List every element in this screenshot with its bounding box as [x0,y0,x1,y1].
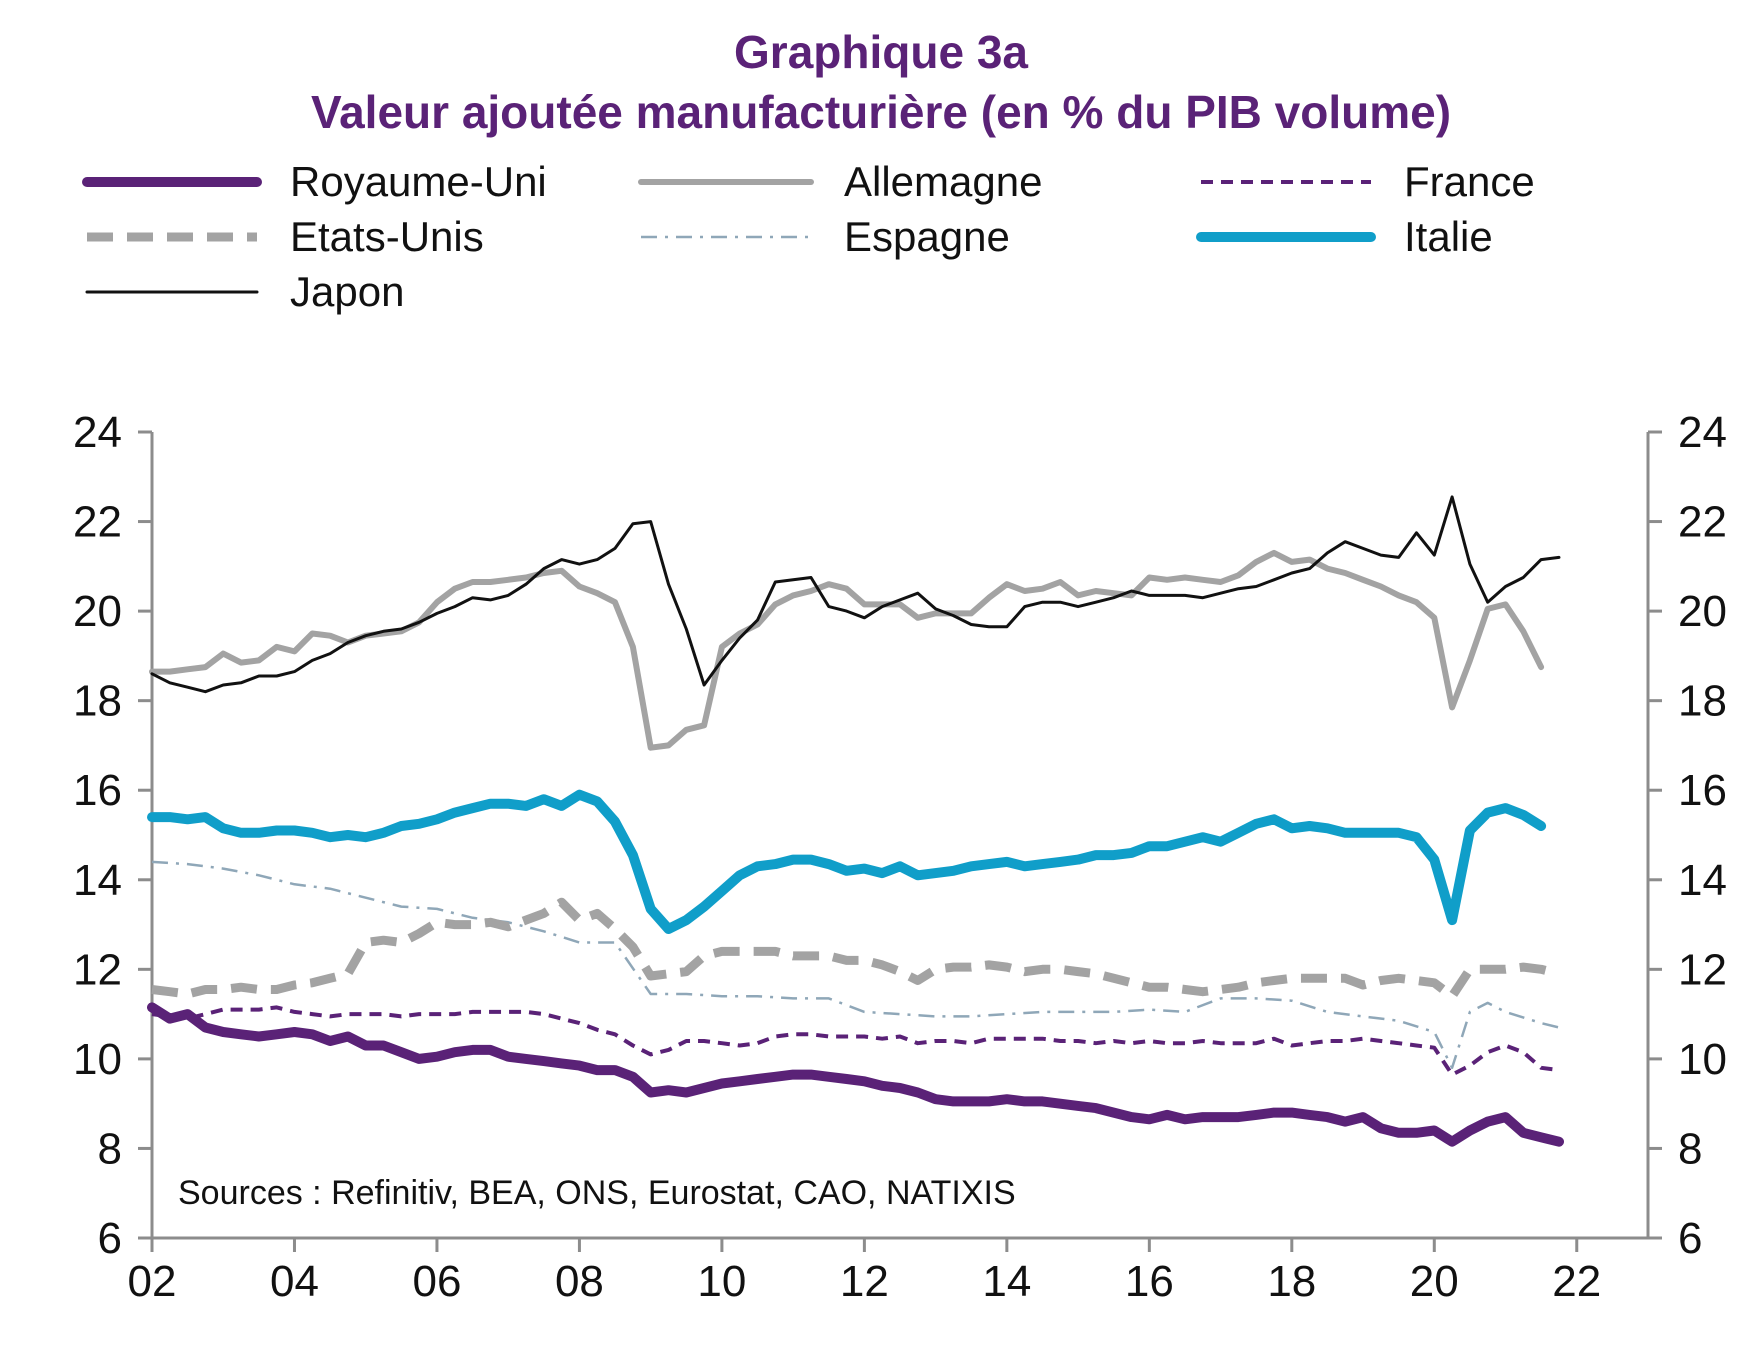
y-tick-label-right: 20 [1678,587,1727,636]
y-tick-label-right: 22 [1678,498,1727,547]
y-tick-label-left: 8 [98,1124,122,1173]
series-line-japon [150,495,1561,694]
legend-swatch [638,179,814,185]
series-line-france [151,1005,1560,1077]
legend-label: France [1404,158,1535,205]
legend-swatch [85,290,259,294]
legend-swatch [87,232,257,242]
y-tick-label-right: 6 [1678,1214,1702,1263]
x-tick-label: 02 [128,1257,177,1306]
chart-title-line1: Graphique 3a [734,26,1028,78]
chart-title-line2: Valeur ajoutée manufacturière (en % du P… [310,86,1452,138]
series-line-italie [147,789,1547,934]
legend-item-italie: Italie [1196,209,1493,265]
x-tick-label: 18 [1267,1257,1316,1306]
x-tick-label: 16 [1125,1257,1174,1306]
y-tick-label-right: 16 [1678,766,1727,815]
legend-item-etats-unis: Etats-Unis [82,209,484,265]
y-tick-label-left: 20 [73,587,122,636]
y-tick-label-left: 14 [73,856,122,905]
x-tick-label: 22 [1552,1257,1601,1306]
series-line-royaume-uni [147,1002,1564,1147]
legend-swatch [82,177,262,187]
legend-label: Japon [290,268,405,315]
legend-label: Italie [1404,213,1493,260]
x-tick-label: 20 [1410,1257,1459,1306]
legend-item-espagne: Espagne [636,209,1010,265]
y-tick-label-left: 10 [73,1035,122,1084]
legend-swatch [1196,232,1376,242]
x-tick-label: 08 [555,1257,604,1306]
x-tick-label: 06 [412,1257,461,1306]
legend-swatch [1201,180,1371,184]
x-tick-label: 10 [697,1257,746,1306]
source-note: Sources : Refinitiv, BEA, ONS, Eurostat,… [178,1174,1016,1212]
y-tick-label-right: 18 [1678,677,1727,726]
x-tick-label: 12 [840,1257,889,1306]
series-line-etats-unis [151,897,1561,1001]
y-tick-label-left: 24 [73,408,122,457]
y-tick-label-left: 16 [73,766,122,815]
y-tick-label-right: 14 [1678,856,1727,905]
x-tick-label: 04 [270,1257,319,1306]
legend-item-allemagne: Allemagne [636,154,1042,210]
y-tick-label-left: 6 [98,1214,122,1263]
legend-item-france: France [1196,154,1535,210]
x-tick-label: 14 [982,1257,1031,1306]
legend-swatch [641,235,811,239]
legend-label: Royaume-Uni [290,158,547,205]
y-tick-label-left: 18 [73,677,122,726]
legend-label: Allemagne [844,158,1043,205]
y-tick-label-right: 12 [1678,945,1727,994]
y-tick-label-right: 10 [1678,1035,1727,1084]
legend-label: Espagne [844,213,1010,260]
legend-item-royaume-uni: Royaume-Uni [82,154,547,210]
legend-item-japon: Japon [82,264,404,320]
y-tick-label-left: 22 [73,498,122,547]
legend-label: Etats-Unis [290,213,484,260]
y-tick-label-right: 8 [1678,1124,1702,1173]
series-line-espagne [151,860,1560,1070]
y-tick-label-right: 24 [1678,408,1727,457]
series-line-allemagne [149,549,1545,751]
y-tick-label-left: 12 [73,945,122,994]
